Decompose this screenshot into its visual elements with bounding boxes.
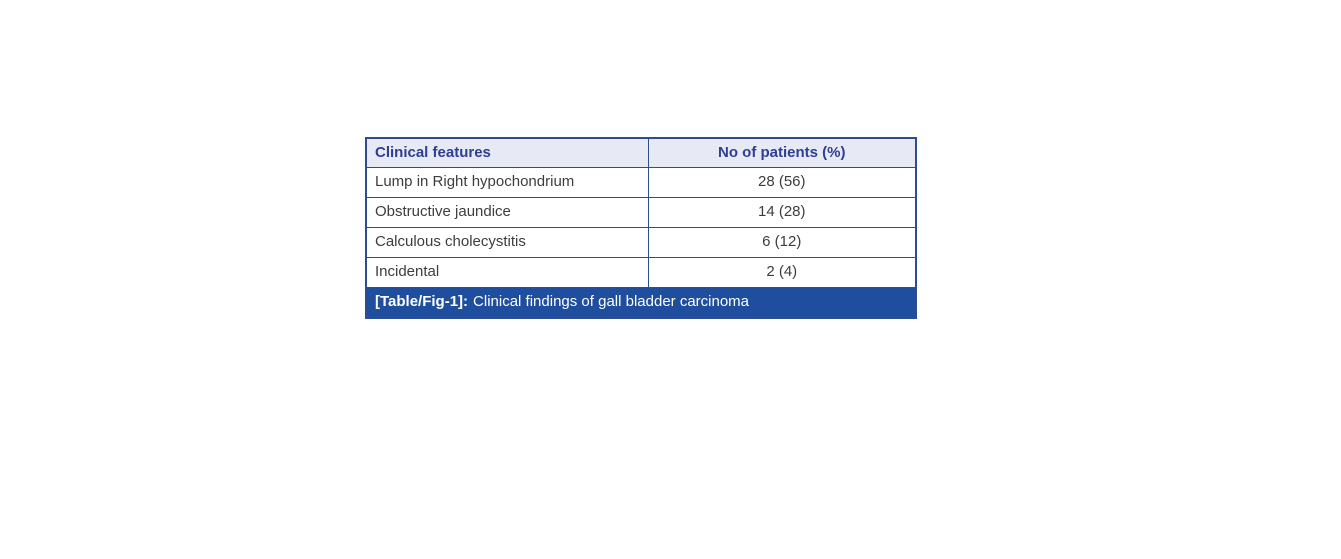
- table-row: Lump in Right hypochondrium 28 (56): [365, 166, 917, 198]
- row-value: 28 (56): [647, 166, 917, 198]
- row-feature: Incidental: [365, 256, 649, 288]
- header-no-of-patients: No of patients (%): [647, 137, 917, 168]
- table-header-row: Clinical features No of patients (%): [365, 137, 917, 168]
- caption-text: Clinical findings of gall bladder carcin…: [473, 293, 750, 311]
- caption-label: [Table/Fig-1]:: [375, 293, 469, 311]
- table-caption-bar: [Table/Fig-1]: Clinical findings of gall …: [365, 286, 917, 319]
- row-feature: Calculous cholecystitis: [365, 226, 649, 258]
- table-caption: [Table/Fig-1]: Clinical findings of gall …: [365, 286, 917, 319]
- row-value: 14 (28): [647, 196, 917, 228]
- table-figure: Clinical features No of patients (%) Lum…: [365, 137, 917, 319]
- clinical-findings-table: Clinical features No of patients (%) Lum…: [365, 137, 917, 319]
- table-row: Incidental 2 (4): [365, 256, 917, 288]
- table-row: Calculous cholecystitis 6 (12): [365, 226, 917, 258]
- row-feature: Lump in Right hypochondrium: [365, 166, 649, 198]
- row-value: 6 (12): [647, 226, 917, 258]
- row-value: 2 (4): [647, 256, 917, 288]
- table-row: Obstructive jaundice 14 (28): [365, 196, 917, 228]
- header-clinical-features: Clinical features: [365, 137, 649, 168]
- row-feature: Obstructive jaundice: [365, 196, 649, 228]
